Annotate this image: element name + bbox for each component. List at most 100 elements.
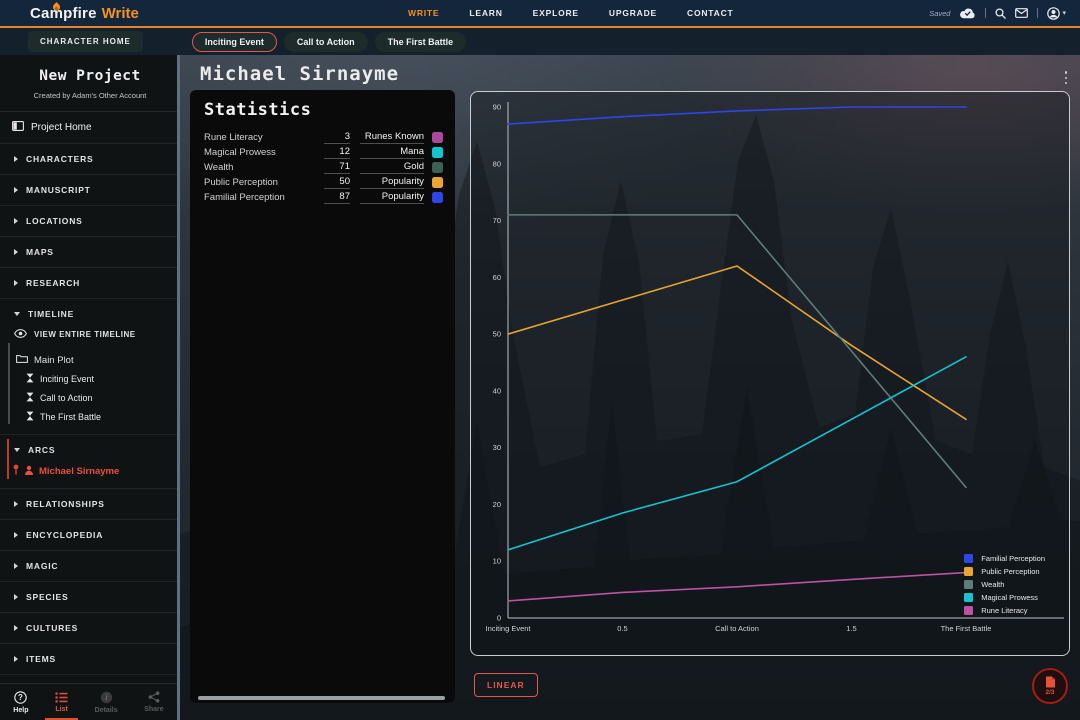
sidebar-item-project-home[interactable]: Project Home (0, 112, 180, 144)
cloud-check-icon[interactable] (959, 8, 976, 19)
event-label: Call to Action (40, 393, 93, 403)
sidebar-scrollbar[interactable] (177, 55, 180, 720)
tab-call-to-action[interactable]: Call to Action (283, 31, 368, 52)
stat-color-swatch[interactable] (432, 147, 443, 158)
sidebar-section-items[interactable]: ITEMS (0, 644, 180, 675)
hourglass-icon (26, 411, 34, 423)
section-label: MAGIC (26, 561, 59, 571)
section-label: CULTURES (26, 623, 79, 633)
sidebar-section-encyclopedia[interactable]: ENCYCLOPEDIA (0, 520, 180, 551)
legend-label: Rune Literacy (981, 606, 1028, 615)
statistics-horizontal-scrollbar[interactable] (198, 696, 445, 700)
timeline-plot-main-plot[interactable]: Main Plot (0, 346, 180, 369)
stat-value-input[interactable]: 87 (324, 191, 350, 204)
stat-value-input[interactable]: 12 (324, 146, 350, 159)
tab-inciting-event[interactable]: Inciting Event (191, 31, 277, 52)
help-button[interactable]: ? Help (5, 684, 36, 720)
view-entire-timeline-label: VIEW ENTIRE TIMELINE (34, 330, 136, 339)
stat-label: Wealth (204, 162, 234, 173)
pin-icon (13, 464, 19, 478)
sidebar-section-manuscript[interactable]: MANUSCRIPT (0, 175, 180, 206)
legend-label: Familial Perception (981, 554, 1045, 563)
divider (1037, 8, 1039, 18)
section-label: ENCYCLOPEDIA (26, 530, 104, 540)
x-axis-tick: 0.5 (617, 624, 627, 633)
chevron-right-icon (14, 156, 18, 162)
kebab-menu-icon[interactable] (1063, 68, 1070, 88)
stat-value-input[interactable]: 50 (324, 176, 350, 189)
sidebar-section-magic[interactable]: MAGIC (0, 551, 180, 582)
flame-icon (52, 0, 61, 17)
stat-color-swatch[interactable] (432, 162, 443, 173)
legend-swatch (964, 580, 974, 589)
chevron-down-icon (14, 448, 20, 452)
series-line-public-perception (507, 265, 967, 421)
legend-item-rune-literacy[interactable]: Rune Literacy (964, 606, 1045, 615)
share-button[interactable]: Share (136, 684, 171, 720)
stat-value-input[interactable]: 71 (324, 161, 350, 174)
y-axis-tick: 60 (493, 273, 501, 282)
nav-contact[interactable]: CONTACT (687, 8, 734, 18)
sidebar-section-species[interactable]: SPECIES (0, 582, 180, 613)
timeline-event-inciting-event[interactable]: Inciting Event (0, 369, 180, 388)
stat-label: Rune Literacy (204, 132, 263, 143)
logo-campfire-text: Campfire (30, 4, 97, 22)
stat-color-swatch[interactable] (432, 192, 443, 203)
nav-write[interactable]: WRITE (408, 8, 440, 18)
event-tabbar: CHARACTER HOME Inciting Event Call to Ac… (0, 28, 1080, 55)
sidebar-section-locations[interactable]: LOCATIONS (0, 206, 180, 237)
share-label: Share (144, 706, 164, 713)
legend-item-wealth[interactable]: Wealth (964, 580, 1045, 589)
sidebar-section-maps[interactable]: MAPS (0, 237, 180, 268)
sidebar-section-research[interactable]: RESEARCH (0, 268, 180, 299)
stat-unit-input[interactable]: Popularity (360, 191, 424, 204)
stat-row-public-perception: Public Perception 50 Popularity (190, 175, 455, 190)
stat-color-swatch[interactable] (432, 132, 443, 143)
section-label: TIMELINE (28, 309, 75, 319)
legend-item-public-perception[interactable]: Public Perception (964, 567, 1045, 576)
arc-item-michael-sirnayme[interactable]: Michael Sirnayme (0, 439, 180, 481)
view-entire-timeline-button[interactable]: VIEW ENTIRE TIMELINE (0, 325, 180, 346)
page-counter-label: 2/3 (1045, 689, 1055, 696)
character-home-button[interactable]: CHARACTER HOME (28, 31, 143, 52)
sidebar-section-cultures[interactable]: CULTURES (0, 613, 180, 644)
y-axis-tick: 30 (493, 443, 501, 452)
timeline-event-the-first-battle[interactable]: The First Battle (0, 407, 180, 426)
legend-item-familial-perception[interactable]: Familial Perception (964, 554, 1045, 563)
eye-icon (14, 329, 27, 340)
y-axis-tick: 80 (493, 159, 501, 168)
stat-value-input[interactable]: 3 (324, 131, 350, 144)
account-icon[interactable]: ▾ (1047, 6, 1066, 20)
help-label: Help (13, 706, 29, 714)
chevron-right-icon (14, 594, 18, 600)
chevron-right-icon (14, 656, 18, 662)
legend-item-magical-prowess[interactable]: Magical Prowess (964, 593, 1045, 602)
stat-unit-input[interactable]: Popularity (360, 176, 424, 189)
section-label: SPECIES (26, 592, 69, 602)
stat-unit-input[interactable]: Gold (360, 161, 424, 174)
chevron-right-icon (14, 280, 18, 286)
page-counter-button[interactable]: 2/3 (1032, 668, 1068, 704)
stat-row-magical-prowess: Magical Prowess 12 Mana (190, 145, 455, 160)
timeline-event-call-to-action[interactable]: Call to Action (0, 388, 180, 407)
sidebar-section-relationships[interactable]: RELATIONSHIPS (0, 489, 180, 520)
stat-unit-input[interactable]: Mana (360, 146, 424, 159)
tab-the-first-battle[interactable]: The First Battle (374, 31, 467, 52)
section-label: ARCS (28, 445, 56, 455)
nav-explore[interactable]: EXPLORE (532, 8, 579, 18)
hourglass-icon (26, 392, 34, 404)
timeline-section-toggle[interactable]: TIMELINE (0, 299, 180, 325)
share-icon (148, 691, 160, 703)
mail-icon[interactable] (1015, 8, 1029, 18)
stat-unit-input[interactable]: Runes Known (360, 131, 424, 144)
arcs-section-toggle[interactable]: ARCS (0, 435, 180, 461)
stat-color-swatch[interactable] (432, 177, 443, 188)
nav-upgrade[interactable]: UPGRADE (608, 8, 658, 18)
app-logo[interactable]: Campfire Write (30, 1, 139, 22)
sidebar-section-characters[interactable]: CHARACTERS (0, 144, 180, 175)
nav-learn[interactable]: LEARN (469, 8, 503, 18)
details-button[interactable]: i Details (87, 684, 126, 720)
linear-mode-button[interactable]: LINEAR (474, 673, 538, 697)
search-icon[interactable] (995, 7, 1007, 19)
list-button[interactable]: List (45, 684, 79, 720)
